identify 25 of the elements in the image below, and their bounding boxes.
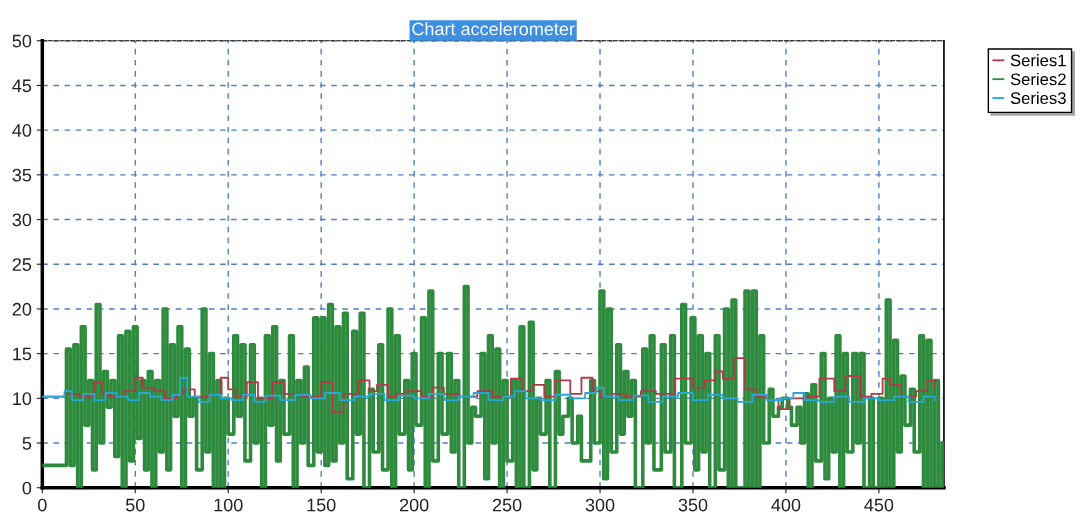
y-tick-label: 40 <box>12 124 32 137</box>
x-tick-label: 350 <box>678 498 708 512</box>
y-tick-label: 10 <box>13 392 32 406</box>
x-tick-label: 400 <box>771 498 801 512</box>
y-tick-label: 35 <box>12 168 32 182</box>
legend-label: Series3 <box>1010 91 1066 105</box>
y-tick-label: 50 <box>12 34 32 48</box>
chart-title: Chart accelerometer <box>412 22 575 36</box>
x-tick-label: 300 <box>585 498 615 512</box>
x-tick-label: 200 <box>399 498 429 512</box>
x-tick-label: 150 <box>307 498 336 512</box>
y-tick-label: 5 <box>22 437 32 450</box>
x-tick-label: 250 <box>492 498 522 512</box>
legend-label: Series2 <box>1010 72 1066 86</box>
x-tick-label: 450 <box>864 498 894 512</box>
x-tick-label: 100 <box>214 498 243 512</box>
x-tick-label: 0 <box>38 498 47 512</box>
y-tick-label: 15 <box>13 347 32 361</box>
y-tick-label: 25 <box>12 258 32 271</box>
y-tick-label: 0 <box>22 481 32 495</box>
y-tick-label: 45 <box>12 79 32 93</box>
x-tick-label: 50 <box>125 498 145 512</box>
y-tick-label: 20 <box>12 302 32 316</box>
legend-label: Series1 <box>1010 54 1066 67</box>
y-tick-label: 30 <box>12 213 32 227</box>
